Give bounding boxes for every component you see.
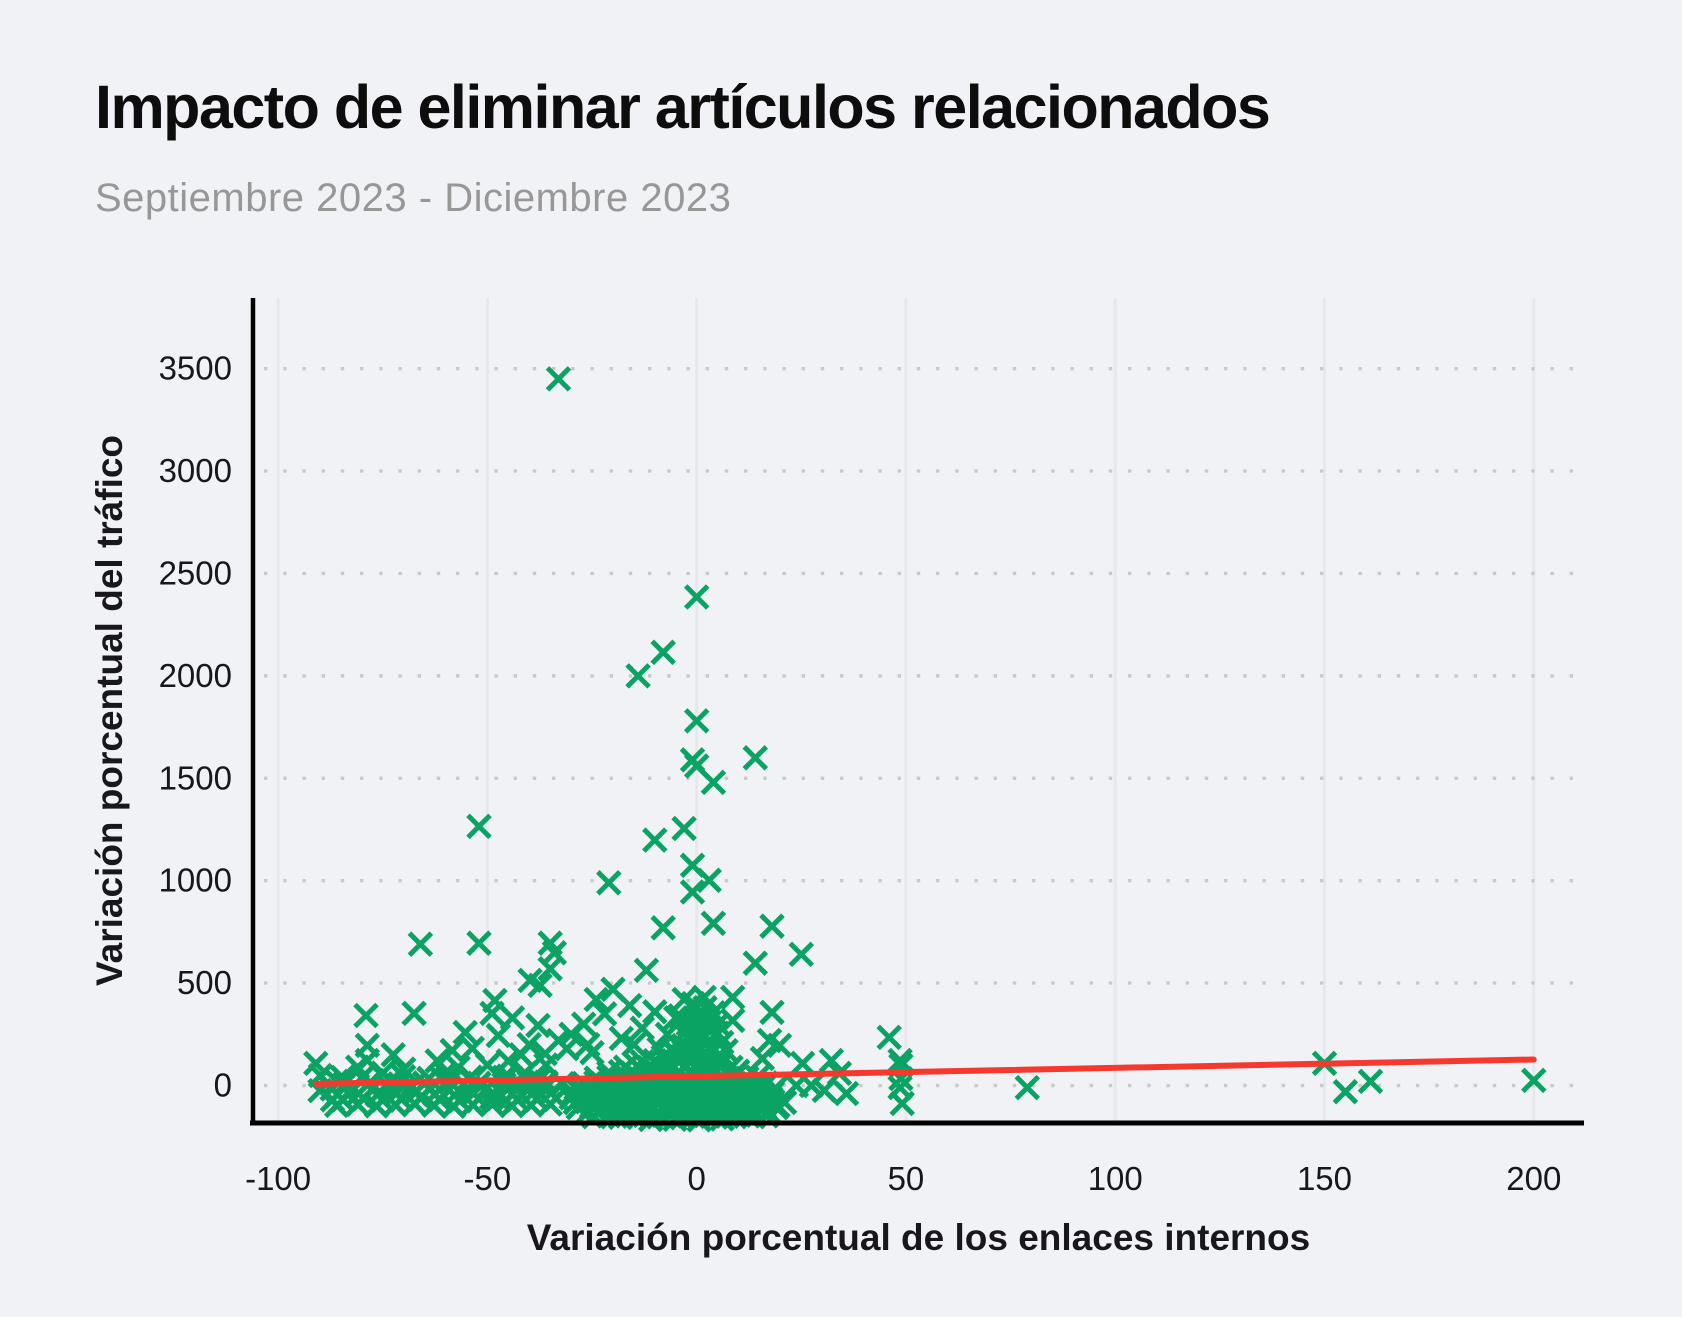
data-point-marker: [1357, 1068, 1384, 1095]
y-tick-label: 500: [177, 964, 232, 1001]
data-point-marker: [759, 913, 785, 939]
data-point-marker: [353, 1002, 379, 1029]
x-axis-label: Variación porcentual de los enlaces inte…: [527, 1217, 1310, 1258]
data-point-marker: [691, 984, 717, 1011]
trend-line: [312, 1056, 1537, 1087]
y-tick-label: 1500: [159, 759, 232, 796]
data-point-marker: [629, 1015, 656, 1041]
data-point-marker: [625, 663, 651, 689]
x-tick-label: 50: [888, 1160, 925, 1197]
data-point-marker: [591, 1001, 618, 1027]
data-point-marker: [407, 931, 434, 957]
data-point-marker: [616, 992, 643, 1019]
x-tick-label: 200: [1506, 1160, 1561, 1197]
data-point-marker: [766, 1032, 793, 1059]
data-points: [303, 366, 1547, 1133]
data-point-marker: [545, 366, 572, 392]
data-point-marker: [679, 879, 706, 905]
chart-title: Impacto de eliminar artículos relacionad…: [95, 73, 1271, 141]
data-point-marker: [1014, 1074, 1041, 1101]
y-tick-label: 3500: [159, 350, 232, 387]
data-point-marker: [428, 1065, 455, 1091]
data-point-marker: [662, 1106, 688, 1133]
data-point-marker: [749, 1045, 776, 1072]
x-tick-label: -50: [464, 1160, 512, 1197]
axes: [250, 298, 1584, 1126]
data-point-marker: [525, 1012, 551, 1039]
data-point-marker: [380, 1042, 406, 1068]
data-point-marker: [545, 1027, 572, 1054]
data-point-marker: [527, 972, 553, 999]
data-point-marker: [579, 1039, 605, 1066]
vertical-gridlines: [276, 298, 1536, 1121]
y-tick-label: 1000: [159, 862, 232, 899]
data-point-marker: [642, 827, 668, 853]
data-point-marker: [789, 1050, 816, 1077]
data-point-marker: [1332, 1078, 1359, 1105]
x-tick-labels: -100 -50 0 50 100 150 200: [245, 1160, 1561, 1197]
data-point-marker: [811, 1077, 838, 1104]
data-point-marker: [401, 1000, 427, 1027]
data-point-marker: [508, 1042, 534, 1068]
y-tick-labels: 0 500 1000 1500 2000 2500 3000 3500: [159, 350, 232, 1104]
data-point-marker: [633, 957, 660, 984]
data-point-marker: [683, 584, 710, 610]
data-point-marker: [700, 769, 727, 796]
data-point-marker: [742, 745, 769, 771]
data-point-marker: [439, 1037, 465, 1064]
data-point-marker: [759, 999, 785, 1026]
data-point-marker: [719, 984, 746, 1011]
data-point-marker: [642, 999, 668, 1025]
data-point-marker: [608, 1025, 635, 1052]
data-point-marker: [466, 813, 492, 840]
y-tick-label: 2000: [159, 657, 232, 694]
data-point-marker: [457, 1064, 484, 1090]
data-point-marker: [742, 950, 769, 976]
data-point-marker: [596, 870, 622, 896]
data-point-marker: [788, 941, 815, 968]
data-point-marker: [671, 815, 697, 842]
data-point-marker: [537, 956, 563, 982]
data-point-marker: [683, 708, 710, 734]
data-point-marker: [700, 910, 727, 937]
data-point-marker: [583, 986, 609, 1013]
y-tick-label: 3000: [159, 452, 232, 489]
chart-subtitle: Septiembre 2023 - Diciembre 2023: [95, 176, 732, 220]
data-point-marker: [694, 1043, 720, 1069]
data-point-marker: [818, 1047, 845, 1074]
data-point-marker: [700, 1000, 727, 1026]
x-tick-label: 100: [1088, 1160, 1143, 1197]
data-point-marker: [479, 1000, 505, 1027]
data-point-marker: [709, 1106, 735, 1132]
data-point-marker: [876, 1024, 902, 1051]
data-point-marker: [889, 1090, 915, 1117]
x-tick-label: 0: [687, 1160, 705, 1197]
data-point-marker: [637, 1106, 664, 1133]
data-point-marker: [495, 1063, 522, 1089]
data-point-marker: [558, 1021, 584, 1048]
data-point-marker: [621, 1031, 647, 1058]
data-point-marker: [783, 1072, 810, 1099]
data-point-marker: [650, 639, 676, 666]
y-axis-label: Variación porcentual del tráfico: [89, 435, 130, 986]
y-tick-label: 0: [214, 1067, 232, 1104]
horizontal-gridlines: [264, 366, 1582, 1088]
data-point-marker: [686, 1107, 712, 1133]
data-point-marker: [833, 1080, 860, 1107]
data-point-marker: [499, 1005, 526, 1031]
x-tick-label: 150: [1297, 1160, 1352, 1197]
data-point-marker: [452, 1019, 478, 1046]
data-point-marker: [1521, 1067, 1547, 1094]
data-point-marker: [696, 867, 722, 894]
y-tick-label: 2500: [159, 554, 232, 591]
data-point-marker: [466, 930, 492, 956]
data-point-marker: [667, 1003, 693, 1029]
data-point-marker: [650, 915, 676, 941]
x-tick-label: -100: [245, 1160, 311, 1197]
